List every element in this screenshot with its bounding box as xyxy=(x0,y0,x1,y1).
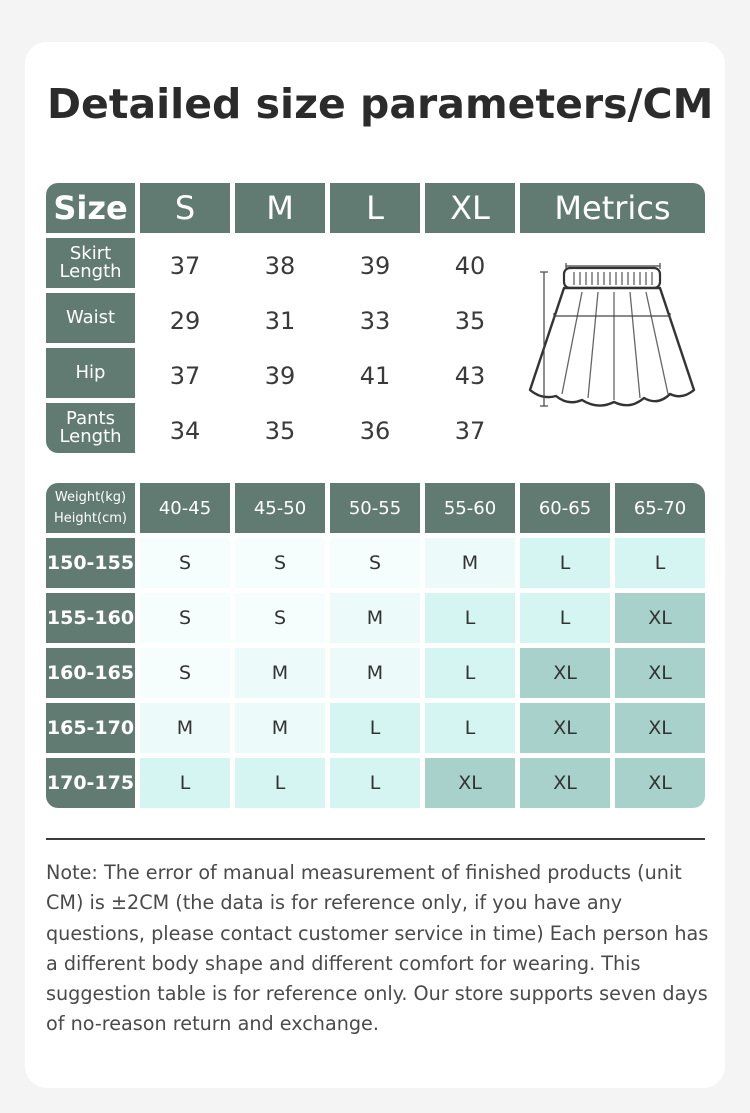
recommended-size-cell: XL xyxy=(425,758,515,808)
value-cell: 37 xyxy=(169,251,201,280)
divider xyxy=(46,838,705,840)
row-label-waist: Waist xyxy=(46,293,135,343)
weight-col: 55-60 xyxy=(425,483,515,533)
value-cell: 37 xyxy=(169,361,201,390)
note-text: Note: The error of manual measurement of… xyxy=(46,861,709,1036)
recommended-size-cell: S xyxy=(140,538,230,588)
weight-label: Weight(kg) xyxy=(54,490,127,505)
size-col-s: S xyxy=(140,183,230,233)
value-cell: 36 xyxy=(359,416,391,445)
recommended-size-cell: M xyxy=(425,538,515,588)
skirt-icon xyxy=(528,263,696,407)
weight-col: 60-65 xyxy=(520,483,610,533)
row-label-line1: Pants xyxy=(66,408,115,429)
recommended-size-cell: M xyxy=(235,703,325,753)
recommended-size-cell: S xyxy=(140,593,230,643)
row-label-hip: Hip xyxy=(46,348,135,398)
value-cell: 31 xyxy=(264,306,296,335)
height-row: 165-170 xyxy=(46,703,135,753)
height-row: 155-160 xyxy=(46,593,135,643)
value-cell: 34 xyxy=(169,416,201,445)
value-cell: 35 xyxy=(264,416,296,445)
row-label-line1: Hip xyxy=(75,362,106,383)
weight-height-header: Weight(kg) Height(cm) xyxy=(46,483,135,533)
recommended-size-cell: L xyxy=(425,593,515,643)
recommended-size-cell: XL xyxy=(520,648,610,698)
recommended-size-cell: S xyxy=(140,648,230,698)
recommended-size-cell: XL xyxy=(615,648,705,698)
size-col-l: L xyxy=(330,183,420,233)
value-cell: 33 xyxy=(359,306,391,335)
recommended-size-cell: L xyxy=(425,703,515,753)
recommended-size-cell: XL xyxy=(520,758,610,808)
recommended-size-cell: L xyxy=(425,648,515,698)
recommended-size-cell: L xyxy=(330,758,420,808)
height-row: 160-165 xyxy=(46,648,135,698)
row-label-pants-length: Pants Length xyxy=(46,403,135,453)
recommended-size-cell: L xyxy=(520,593,610,643)
height-label: Height(cm) xyxy=(54,511,127,526)
recommended-size-cell: L xyxy=(520,538,610,588)
size-header: Size xyxy=(46,183,135,233)
value-cell: 41 xyxy=(359,361,391,390)
recommended-size-cell: S xyxy=(235,593,325,643)
row-label-skirt-length: Skirt Length xyxy=(46,238,135,288)
recommended-size-cell: L xyxy=(235,758,325,808)
recommended-size-cell: XL xyxy=(615,758,705,808)
recommended-size-cell: XL xyxy=(615,593,705,643)
recommended-size-cell: XL xyxy=(520,703,610,753)
value-cell: 39 xyxy=(264,361,296,390)
size-col-m: M xyxy=(235,183,325,233)
value-cell: 37 xyxy=(454,416,486,445)
metrics-header: Metrics xyxy=(520,183,705,233)
recommended-size-cell: M xyxy=(330,648,420,698)
recommended-size-cell: S xyxy=(330,538,420,588)
value-cell: 43 xyxy=(454,361,486,390)
row-label-line1: Waist xyxy=(65,307,116,328)
recommended-size-cell: XL xyxy=(615,703,705,753)
weight-col: 45-50 xyxy=(235,483,325,533)
value-cell: 35 xyxy=(454,306,486,335)
page-title: Detailed size parameters/CM xyxy=(47,80,714,128)
height-row: 150-155 xyxy=(46,538,135,588)
height-row: 170-175 xyxy=(46,758,135,808)
value-cell: 39 xyxy=(359,251,391,280)
value-cell: 40 xyxy=(454,251,486,280)
value-cell: 29 xyxy=(169,306,201,335)
size-col-xl: XL xyxy=(425,183,515,233)
row-label-line2: Length xyxy=(59,426,122,447)
recommended-size-cell: M xyxy=(140,703,230,753)
weight-col: 50-55 xyxy=(330,483,420,533)
recommended-size-cell: M xyxy=(235,648,325,698)
recommended-size-cell: S xyxy=(235,538,325,588)
recommended-size-cell: L xyxy=(615,538,705,588)
row-label-line1: Skirt xyxy=(69,243,112,264)
skirt-diagram xyxy=(522,258,702,418)
weight-col: 40-45 xyxy=(140,483,230,533)
weight-col: 65-70 xyxy=(615,483,705,533)
value-cell: 38 xyxy=(264,251,296,280)
recommended-size-cell: L xyxy=(140,758,230,808)
row-label-line2: Length xyxy=(59,261,122,282)
recommended-size-cell: M xyxy=(330,593,420,643)
recommended-size-cell: L xyxy=(330,703,420,753)
